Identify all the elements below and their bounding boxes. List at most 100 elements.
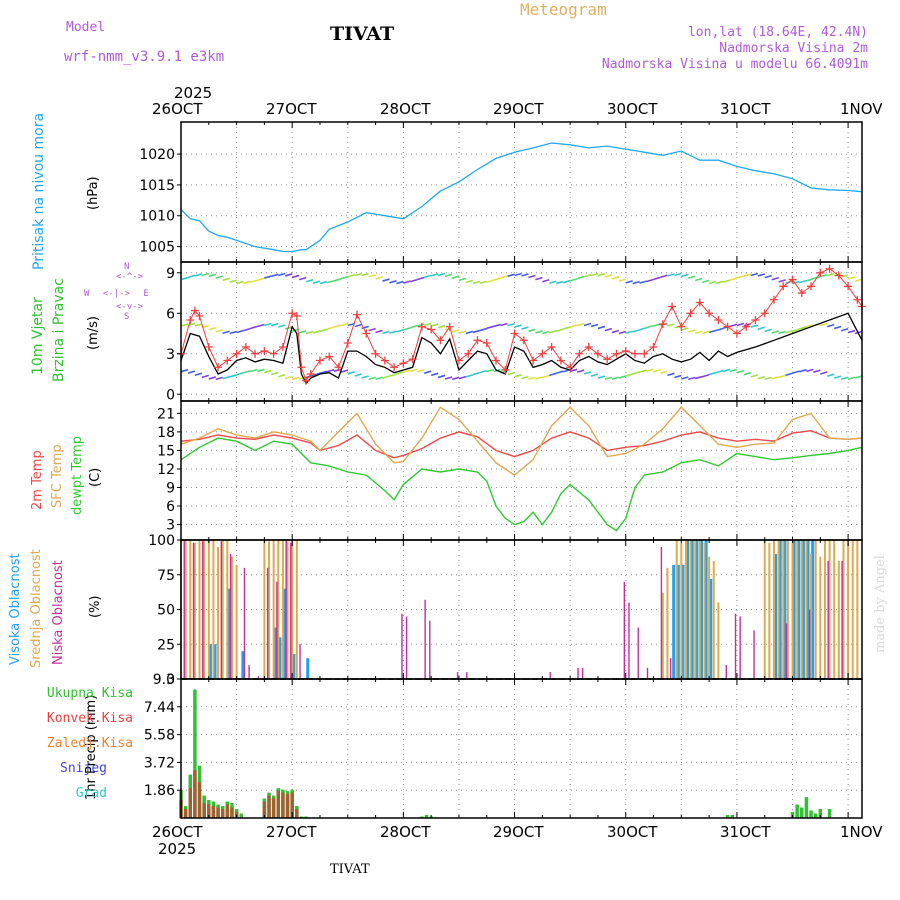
wind-arrow xyxy=(618,330,627,335)
wind-arrow xyxy=(590,373,599,377)
wind-arrow xyxy=(708,329,717,334)
wind-arrow xyxy=(681,327,689,331)
wind-arrow xyxy=(333,368,342,373)
gust-marker xyxy=(760,309,769,318)
wind-compass: N <-^-> xyxy=(112,262,143,282)
wind-arrow xyxy=(187,370,196,374)
y-tick-label: 0 xyxy=(166,672,175,688)
precip-total-bar xyxy=(424,815,429,818)
wind-arrow xyxy=(562,279,571,284)
gust-marker xyxy=(204,343,213,352)
wind-speed-line xyxy=(180,312,863,385)
wind-arrow xyxy=(806,278,814,282)
precip-convective-bar xyxy=(267,795,271,818)
wind-arrow xyxy=(236,329,244,334)
wind-arrow xyxy=(451,376,460,381)
gust-marker xyxy=(306,370,315,379)
wind-arrow xyxy=(743,273,752,277)
wind-arrow xyxy=(472,280,481,285)
footer-station: TIVAT xyxy=(330,862,370,877)
gust-marker xyxy=(417,322,426,331)
gust-marker xyxy=(825,264,834,273)
gust-marker xyxy=(288,309,297,318)
precip-convective-bar xyxy=(211,806,216,818)
wind-arrow xyxy=(507,371,515,376)
wind-arrow xyxy=(722,368,731,373)
wind-arrow xyxy=(430,273,439,277)
wind-arrow xyxy=(667,323,675,327)
gust-marker xyxy=(223,356,232,365)
legend-total-rain: Ukupna Kisa xyxy=(46,686,133,701)
wind-arrow xyxy=(250,368,258,373)
wind-arrow xyxy=(201,272,210,277)
wind-arrow xyxy=(403,369,411,373)
gust-marker xyxy=(241,343,250,352)
precip-convective-bar xyxy=(285,794,290,818)
wind-arrow xyxy=(792,280,800,285)
gust-marker xyxy=(214,363,223,372)
wind-arrow xyxy=(792,370,800,374)
wind-arrow xyxy=(576,322,585,327)
gust-marker xyxy=(325,352,334,361)
wind-arrow xyxy=(312,280,321,284)
wind-arrow xyxy=(479,327,488,332)
wind-arrow xyxy=(285,326,293,330)
wind-arrow xyxy=(597,325,606,330)
wind-arrow xyxy=(646,278,654,283)
gust-marker xyxy=(612,349,621,358)
wind-arrow xyxy=(549,280,557,284)
wind-arrow xyxy=(778,330,786,335)
wind-arrow xyxy=(375,276,383,280)
wind-arrow xyxy=(820,273,828,278)
gust-line xyxy=(180,268,863,382)
gust-marker xyxy=(705,309,714,318)
wind-arrow xyxy=(458,277,467,282)
wind-arrow xyxy=(569,324,578,328)
wind-arrow xyxy=(444,273,453,278)
wind-arrow xyxy=(785,330,793,334)
precip-convective-bar xyxy=(188,788,193,818)
wind-arrow xyxy=(236,280,244,285)
gust-marker xyxy=(315,356,324,365)
frame-layer xyxy=(180,121,863,819)
wind-arrow xyxy=(472,371,481,376)
y-tick-label: 15 xyxy=(157,443,175,459)
wind-arrow xyxy=(410,278,418,283)
compass-bottom: <-v-> S xyxy=(116,302,143,322)
gust-marker xyxy=(269,349,278,358)
wind-arrow xyxy=(576,275,585,280)
gust-marker xyxy=(260,347,269,356)
wind-arrow xyxy=(298,330,307,334)
gust-marker xyxy=(292,311,301,320)
wind-arrow xyxy=(451,329,460,333)
wind-arrow xyxy=(771,376,779,380)
wind-arrow xyxy=(229,374,237,378)
wind-arrow xyxy=(291,274,300,279)
wind-arrow xyxy=(437,324,446,329)
wind-arrow xyxy=(368,274,376,278)
y-tick-label: 3 xyxy=(166,347,175,363)
wind-arrow xyxy=(750,374,759,378)
y-tick-label: 9 xyxy=(166,480,175,496)
wind-arrow xyxy=(708,371,717,376)
wind-arrow xyxy=(215,329,223,333)
gust-marker xyxy=(297,363,306,372)
wind-arrow xyxy=(417,368,425,373)
temp-2m-line xyxy=(180,429,863,459)
gust-marker xyxy=(658,320,667,329)
y-tick-label: 1015 xyxy=(139,178,175,194)
y-tick-label: 0 xyxy=(166,387,175,403)
wind-arrow xyxy=(701,330,710,335)
wind-arrow xyxy=(722,279,731,283)
gust-marker xyxy=(454,356,463,365)
gust-marker xyxy=(436,336,445,345)
wind-arrow xyxy=(854,278,863,282)
gust-marker xyxy=(353,310,362,319)
wind-arrow xyxy=(840,274,849,278)
wind-arrow xyxy=(326,326,335,330)
gust-marker xyxy=(695,298,704,307)
wind-arrow xyxy=(820,371,828,375)
wind-arrow xyxy=(674,272,682,277)
wind-arrow xyxy=(507,273,515,278)
wind-arrow xyxy=(542,330,550,335)
